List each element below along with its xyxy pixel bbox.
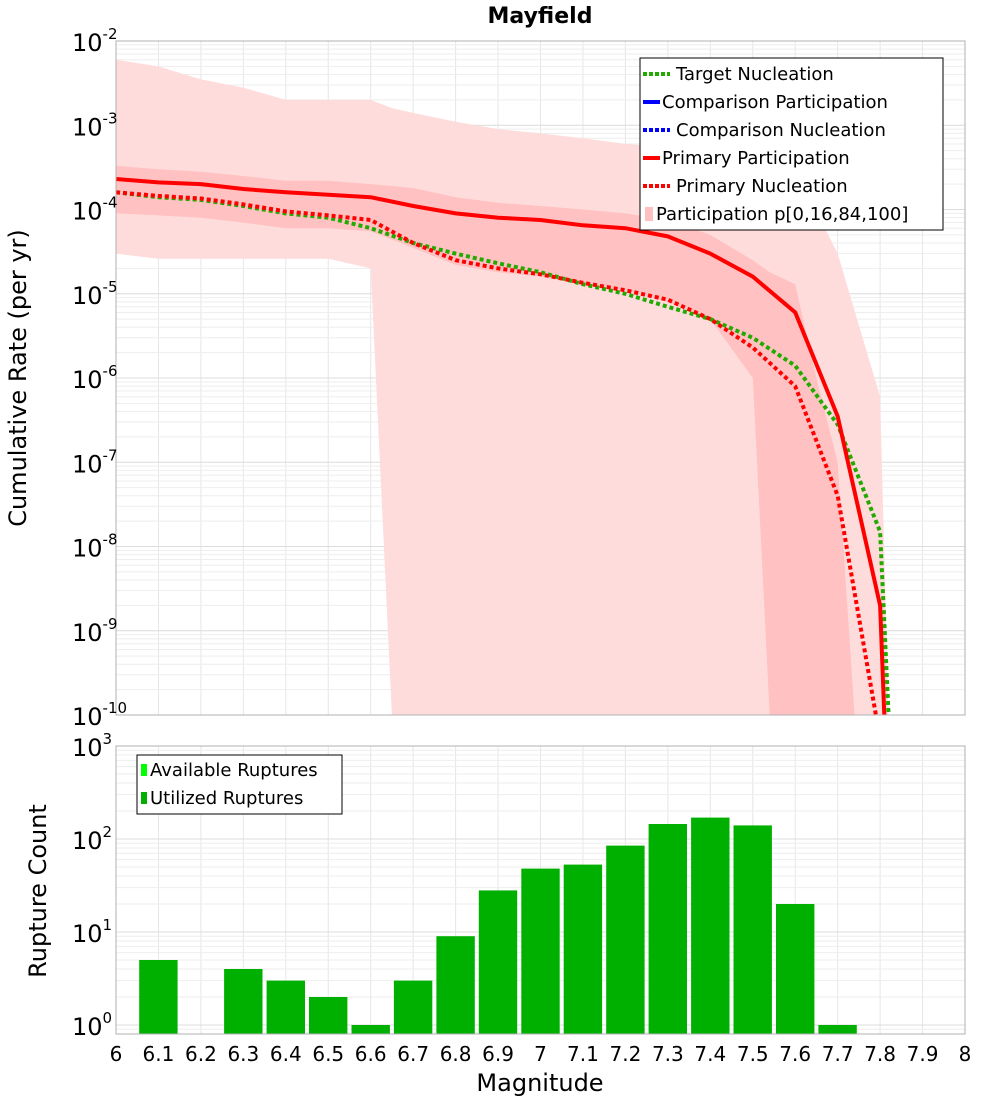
rupture-bar — [309, 997, 348, 1034]
chart-title: Mayfield — [488, 4, 593, 29]
rupture-count-bars — [139, 817, 857, 1034]
x-tick-label: 6.6 — [355, 1042, 387, 1066]
bottom-legend-box — [136, 754, 343, 815]
bottom-plot-frame — [115, 745, 966, 1035]
bottom-y-axis-label: Rupture Count — [24, 804, 52, 978]
rupture-bar — [818, 1025, 857, 1034]
series-line-primary-nucleation — [115, 190, 878, 716]
x-tick-label: 8 — [959, 1042, 972, 1066]
rupture-bar — [224, 969, 263, 1034]
top-legend-box — [639, 57, 944, 231]
x-tick-label: 6.5 — [312, 1042, 344, 1066]
top-y-tick-labels: 10-10 10-9 10-8 10-7 10-6 10-5 10-4 10-3 10-2 — [72, 25, 127, 731]
x-tick-label: 7.1 — [567, 1042, 599, 1066]
x-axis-label: Magnitude — [476, 1069, 603, 1097]
top-legend: Target Nucleation Comparison Participatio… — [639, 57, 944, 231]
rupture-bar — [436, 936, 475, 1034]
series-line-primary-participation — [115, 177, 887, 716]
rupture-bar — [606, 845, 645, 1034]
x-tick-label: 6.2 — [185, 1042, 217, 1066]
legend-label: Primary Participation — [662, 148, 850, 169]
y-tick-label: 101 — [72, 916, 112, 948]
rupture-bar — [691, 817, 730, 1034]
rupture-bar — [478, 890, 518, 1034]
legend-label: Comparison Participation — [662, 92, 888, 113]
bottom-y-tick-labels: 100 101 102 103 — [72, 730, 112, 1041]
x-tick-label: 7.7 — [822, 1042, 854, 1066]
legend-label: Available Ruptures — [150, 760, 318, 781]
y-tick-label: 10-8 — [72, 531, 118, 563]
y-tick-label: 102 — [72, 823, 112, 855]
y-tick-label: 103 — [72, 730, 112, 762]
x-tick-label: 6.8 — [440, 1042, 472, 1066]
rupture-bar — [393, 980, 433, 1034]
legend-label: Comparison Nucleation — [676, 120, 886, 141]
x-tick-label: 6.7 — [397, 1042, 429, 1066]
x-tick-label: 6.1 — [143, 1042, 175, 1066]
x-tick-label: 7.6 — [779, 1042, 811, 1066]
rupture-bar — [266, 980, 305, 1034]
rupture-bar — [648, 824, 687, 1034]
y-tick-label: 10-4 — [72, 194, 118, 226]
bottom-legend: Available Ruptures Utilized Ruptures — [136, 754, 343, 815]
x-tick-label: 6.3 — [227, 1042, 259, 1066]
rupture-bar — [139, 960, 178, 1034]
top-plot-frame — [115, 40, 966, 716]
x-tick-label: 7.3 — [652, 1042, 684, 1066]
legend-swatch-band — [645, 207, 653, 221]
x-tick-label: 7.8 — [864, 1042, 896, 1066]
top-y-axis-label: Cumulative Rate (per yr) — [4, 229, 32, 527]
y-tick-label: 10-2 — [72, 25, 118, 57]
band-inner-p16-p84 — [116, 165, 855, 716]
rate-curves — [115, 177, 891, 716]
rupture-bar — [733, 825, 772, 1034]
rupture-bar — [563, 864, 603, 1034]
y-tick-label: 10-7 — [72, 446, 118, 478]
legend-label: Participation p[0,16,84,100] — [656, 204, 908, 225]
y-tick-label: 100 — [72, 1009, 112, 1041]
y-tick-label: 10-10 — [72, 699, 127, 731]
y-tick-label: 10-9 — [72, 615, 118, 647]
x-tick-label: 7.9 — [907, 1042, 939, 1066]
y-tick-label: 10-5 — [72, 278, 118, 310]
legend-swatch-bar — [141, 792, 147, 804]
x-tick-label: 7.4 — [694, 1042, 726, 1066]
x-tick-label: 6.9 — [482, 1042, 514, 1066]
rupture-bar — [351, 1025, 390, 1034]
legend-swatch-bar — [141, 764, 147, 776]
legend-label: Target Nucleation — [675, 64, 834, 85]
rupture-bar — [521, 868, 560, 1034]
x-tick-label: 7.2 — [609, 1042, 641, 1066]
y-tick-label: 10-3 — [72, 109, 118, 141]
legend-label: Primary Nucleation — [676, 176, 848, 197]
rupture-bar — [776, 904, 815, 1034]
x-tick-label: 6 — [110, 1042, 123, 1066]
y-tick-label: 10-6 — [72, 362, 118, 394]
x-tick-label: 7.5 — [737, 1042, 769, 1066]
legend-label: Utilized Ruptures — [150, 788, 303, 809]
x-tick-label: 7 — [534, 1042, 547, 1066]
x-tick-labels: 6 6.1 6.2 6.3 6.4 6.5 6.6 6.7 6.8 6.9 7 7.1 7.2 7.3 7.… — [110, 1042, 972, 1066]
x-tick-label: 6.4 — [270, 1042, 302, 1066]
